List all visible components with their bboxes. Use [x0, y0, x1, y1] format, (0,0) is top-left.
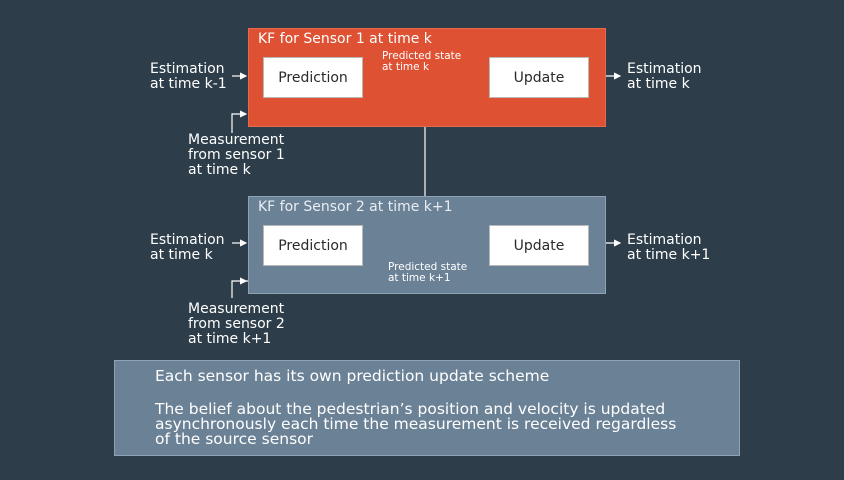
sensor2-measurement: Measurement from sensor 2 at time k+1	[188, 301, 285, 347]
sensor1-update-box: Update	[489, 57, 589, 98]
sensor2-output-estimation: Estimation at time k+1	[627, 232, 711, 263]
sensor1-measurement: Measurement from sensor 1 at time k	[188, 132, 285, 178]
sensor2-predicted-state-label: Predicted state at time k+1	[388, 261, 468, 284]
summary-line-2: The belief about the pedestrian’s positi…	[155, 400, 677, 448]
arrow-measurement-2	[231, 277, 248, 298]
sensor2-update-box: Update	[489, 225, 589, 266]
sensor1-output-estimation: Estimation at time k	[627, 61, 702, 92]
arrow-measurement-1	[231, 110, 248, 133]
sensor1-input-estimation: Estimation at time k-1	[150, 61, 227, 92]
sensor1-prediction-box: Prediction	[263, 57, 363, 98]
sensor1-title: KF for Sensor 1 at time k	[258, 31, 432, 47]
sensor2-title: KF for Sensor 2 at time k+1	[258, 199, 453, 215]
summary-panel: Each sensor has its own prediction updat…	[114, 360, 740, 456]
summary-line-1: Each sensor has its own prediction updat…	[155, 367, 550, 385]
sensor2-input-estimation: Estimation at time k	[150, 232, 225, 263]
sensor2-prediction-box: Prediction	[263, 225, 363, 266]
sensor1-predicted-state-label: Predicted state at time k	[382, 50, 462, 73]
